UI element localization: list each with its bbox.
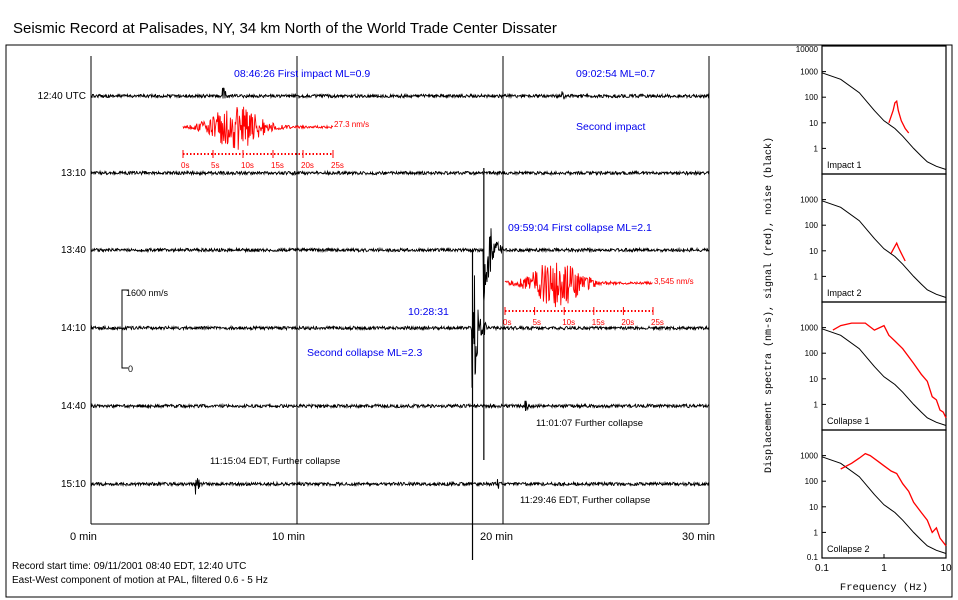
signal-curve-0 (888, 99, 910, 134)
event-label-further-collapse-3: 11:29:46 EDT, Further collapse (520, 495, 651, 506)
event-label-second-collapse: Second collapse ML=2.3 (307, 347, 423, 359)
spectra-ytick-label-0-1: 1 (814, 144, 819, 153)
impact-inset-tick-label-1: 5s (211, 161, 219, 170)
spectra-ytick-label-1-1: 1 (814, 272, 819, 281)
signal-curve-3 (840, 452, 947, 547)
seismic-trace-row-5 (90, 478, 710, 495)
noise-curve-3 (821, 456, 947, 554)
spectra-xtick-label-1: 1 (881, 563, 887, 574)
spectra-ytick-label-2-3: 100 (805, 349, 819, 358)
event-label-second-impact-time: 09:02:54 ML=0.7 (576, 68, 656, 80)
signal-curve-1 (890, 241, 906, 262)
spectra-ytick-label-0-2: 10 (809, 119, 818, 128)
x-tick-label-10: 10 min (272, 531, 306, 543)
x-tick-label-0: 0 min (70, 531, 97, 543)
spectra-ytick-label-3-2: 10 (809, 503, 818, 512)
spectra-ytick-label-1-3: 100 (805, 221, 819, 230)
event-label-first-collapse: 09:59:04 First collapse ML=2.1 (508, 222, 652, 234)
row-label-5: 15:10 (60, 479, 86, 490)
spectra-y-axis-label: Displacement spectra (nm-s), signal (red… (763, 137, 775, 473)
spectra-ytick-label-2-2: 10 (809, 375, 818, 384)
spectra-xtick-label-0: 0.1 (815, 563, 829, 574)
collapse-inset-tick-label-4: 20s (621, 318, 634, 327)
plot-border (5, 44, 953, 598)
spectra-ytick-label-1-4: 1000 (800, 196, 818, 205)
collapse-inset-tick-label-2: 10s (562, 318, 575, 327)
spectra-panel-name-0: Impact 1 (827, 160, 862, 170)
spectra-ytick-label-2-1: 1 (814, 400, 819, 409)
seismic-trace-row-0 (90, 87, 710, 100)
noise-curve-0 (821, 72, 947, 170)
spectra-ytick-label-1-2: 10 (809, 247, 818, 256)
spectra-ytick-label-bottom: 0.1 (807, 553, 819, 562)
collapse-inset-tick-label-3: 15s (592, 318, 605, 327)
spectra-ytick-label-3-1: 1 (814, 528, 819, 537)
seismic-trace-row-3 (90, 275, 710, 388)
impact-inset-tick-label-3: 15s (271, 161, 284, 170)
collapse-inset-tick-label-0: 0s (503, 318, 511, 327)
noise-curve-1 (821, 200, 947, 298)
impact-inset-tick-label-0: 0s (181, 161, 189, 170)
x-tick-label-20: 20 min (480, 531, 514, 543)
spectra-ytick-label-3-4: 1000 (800, 452, 818, 461)
row-label-4: 14:40 (60, 401, 86, 412)
collapse-amplitude-label: 3,545 nm/s (654, 277, 694, 286)
spectra-ytick-label-0-3: 100 (805, 93, 819, 102)
spectra-xtick-label-2: 10 (940, 563, 952, 574)
chart-title: Seismic Record at Palisades, NY, 34 km N… (13, 20, 557, 37)
row-label-0: 12:40 UTC (37, 91, 86, 102)
impact-inset-tick-label-2: 10s (241, 161, 254, 170)
event-label-first-impact: 08:46:26 First impact ML=0.9 (234, 68, 371, 80)
scale-bar-bottom-label: 0 (128, 364, 134, 374)
spectra-panel-name-1: Impact 2 (827, 288, 862, 298)
event-label-second-impact: Second impact (576, 121, 646, 133)
spectra-panel-3 (821, 429, 947, 559)
row-label-2: 13:40 (60, 245, 86, 256)
seismic-trace-row-4 (90, 400, 710, 412)
spectra-panel-0 (821, 45, 947, 175)
collapse-inset-tick-label-1: 5s (533, 318, 541, 327)
x-tick-label-30: 30 min (682, 531, 716, 543)
impact-inset-tick-label-5: 25s (331, 161, 344, 170)
impact-inset-tick-label-4: 20s (301, 161, 314, 170)
record-start-time: Record start time: 09/11/2001 08:40 EDT,… (12, 561, 247, 572)
signal-curve-2 (832, 322, 947, 419)
spectra-panel-1 (821, 173, 947, 303)
collapse-inset-tick-label-5: 25s (651, 318, 664, 327)
event-label-further-collapse-1: 11:01:07 Further collapse (536, 418, 644, 429)
impact-amplitude-label: 27.3 nm/s (334, 120, 370, 129)
row-label-1: 13:10 (60, 168, 86, 179)
spectra-panel-name-2: Collapse 1 (827, 416, 870, 426)
spectra-ytick-label-0-4: 1000 (800, 68, 818, 77)
scale-bar (121, 289, 128, 369)
seismic-trace-row-2 (90, 228, 710, 301)
seismic-trace-row-1 (90, 169, 710, 177)
impact-inset-waveform (182, 106, 334, 150)
event-label-further-collapse-2: 11:15:04 EDT, Further collapse (210, 456, 341, 467)
spectra-ytick-label-2-4: 1000 (800, 324, 818, 333)
event-label-second-collapse-time: 10:28:31 (408, 306, 449, 318)
record-component-info: East-West component of motion at PAL, fi… (12, 575, 268, 586)
spectra-panel-name-3: Collapse 2 (827, 544, 870, 554)
spectra-ytick-label-top: 10000 (796, 45, 819, 54)
scale-bar-top-label: 1600 nm/s (126, 288, 169, 298)
spectra-panel-2 (821, 301, 947, 431)
row-label-3: 14:10 (60, 323, 86, 334)
spectra-x-axis-label: Frequency (Hz) (840, 582, 928, 594)
noise-curve-2 (821, 328, 947, 426)
spectra-ytick-label-3-3: 100 (805, 477, 819, 486)
collapse-inset-waveform (504, 262, 653, 308)
